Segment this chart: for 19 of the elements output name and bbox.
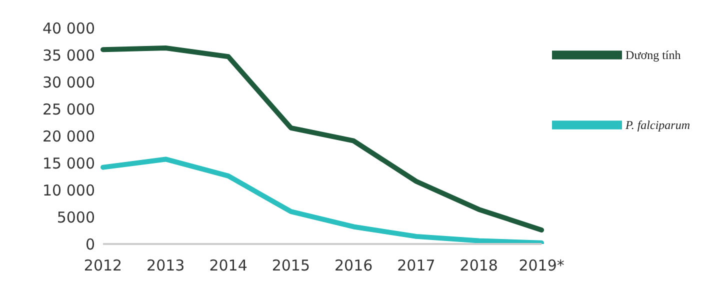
x-tick-label: 2016	[334, 256, 373, 275]
y-tick-label: 0	[85, 235, 95, 254]
y-tick-label: 15 000	[42, 154, 95, 172]
x-tick-label: 2019*	[518, 256, 565, 275]
y-tick-label: 30 000	[42, 73, 95, 92]
y-tick-label: 40 000	[42, 19, 95, 38]
x-tick-label: 2018	[460, 256, 498, 275]
x-tick-label: 2015	[272, 256, 310, 275]
text: P. falciparum	[626, 118, 690, 132]
y-tick-label: 25 000	[42, 100, 95, 118]
x-tick-label: 2017	[397, 256, 436, 275]
y-tick-label: 10 000	[42, 181, 95, 200]
y-tick-label: 5000	[56, 208, 95, 226]
y-tick-label: 35 000	[42, 46, 95, 64]
x-tick-label: 2013	[146, 256, 185, 275]
y-tick-label: 20 000	[42, 127, 95, 146]
text: Dương tính	[626, 48, 681, 62]
x-tick-label: 2014	[209, 256, 248, 275]
x-tick-label: 2012	[84, 256, 122, 275]
